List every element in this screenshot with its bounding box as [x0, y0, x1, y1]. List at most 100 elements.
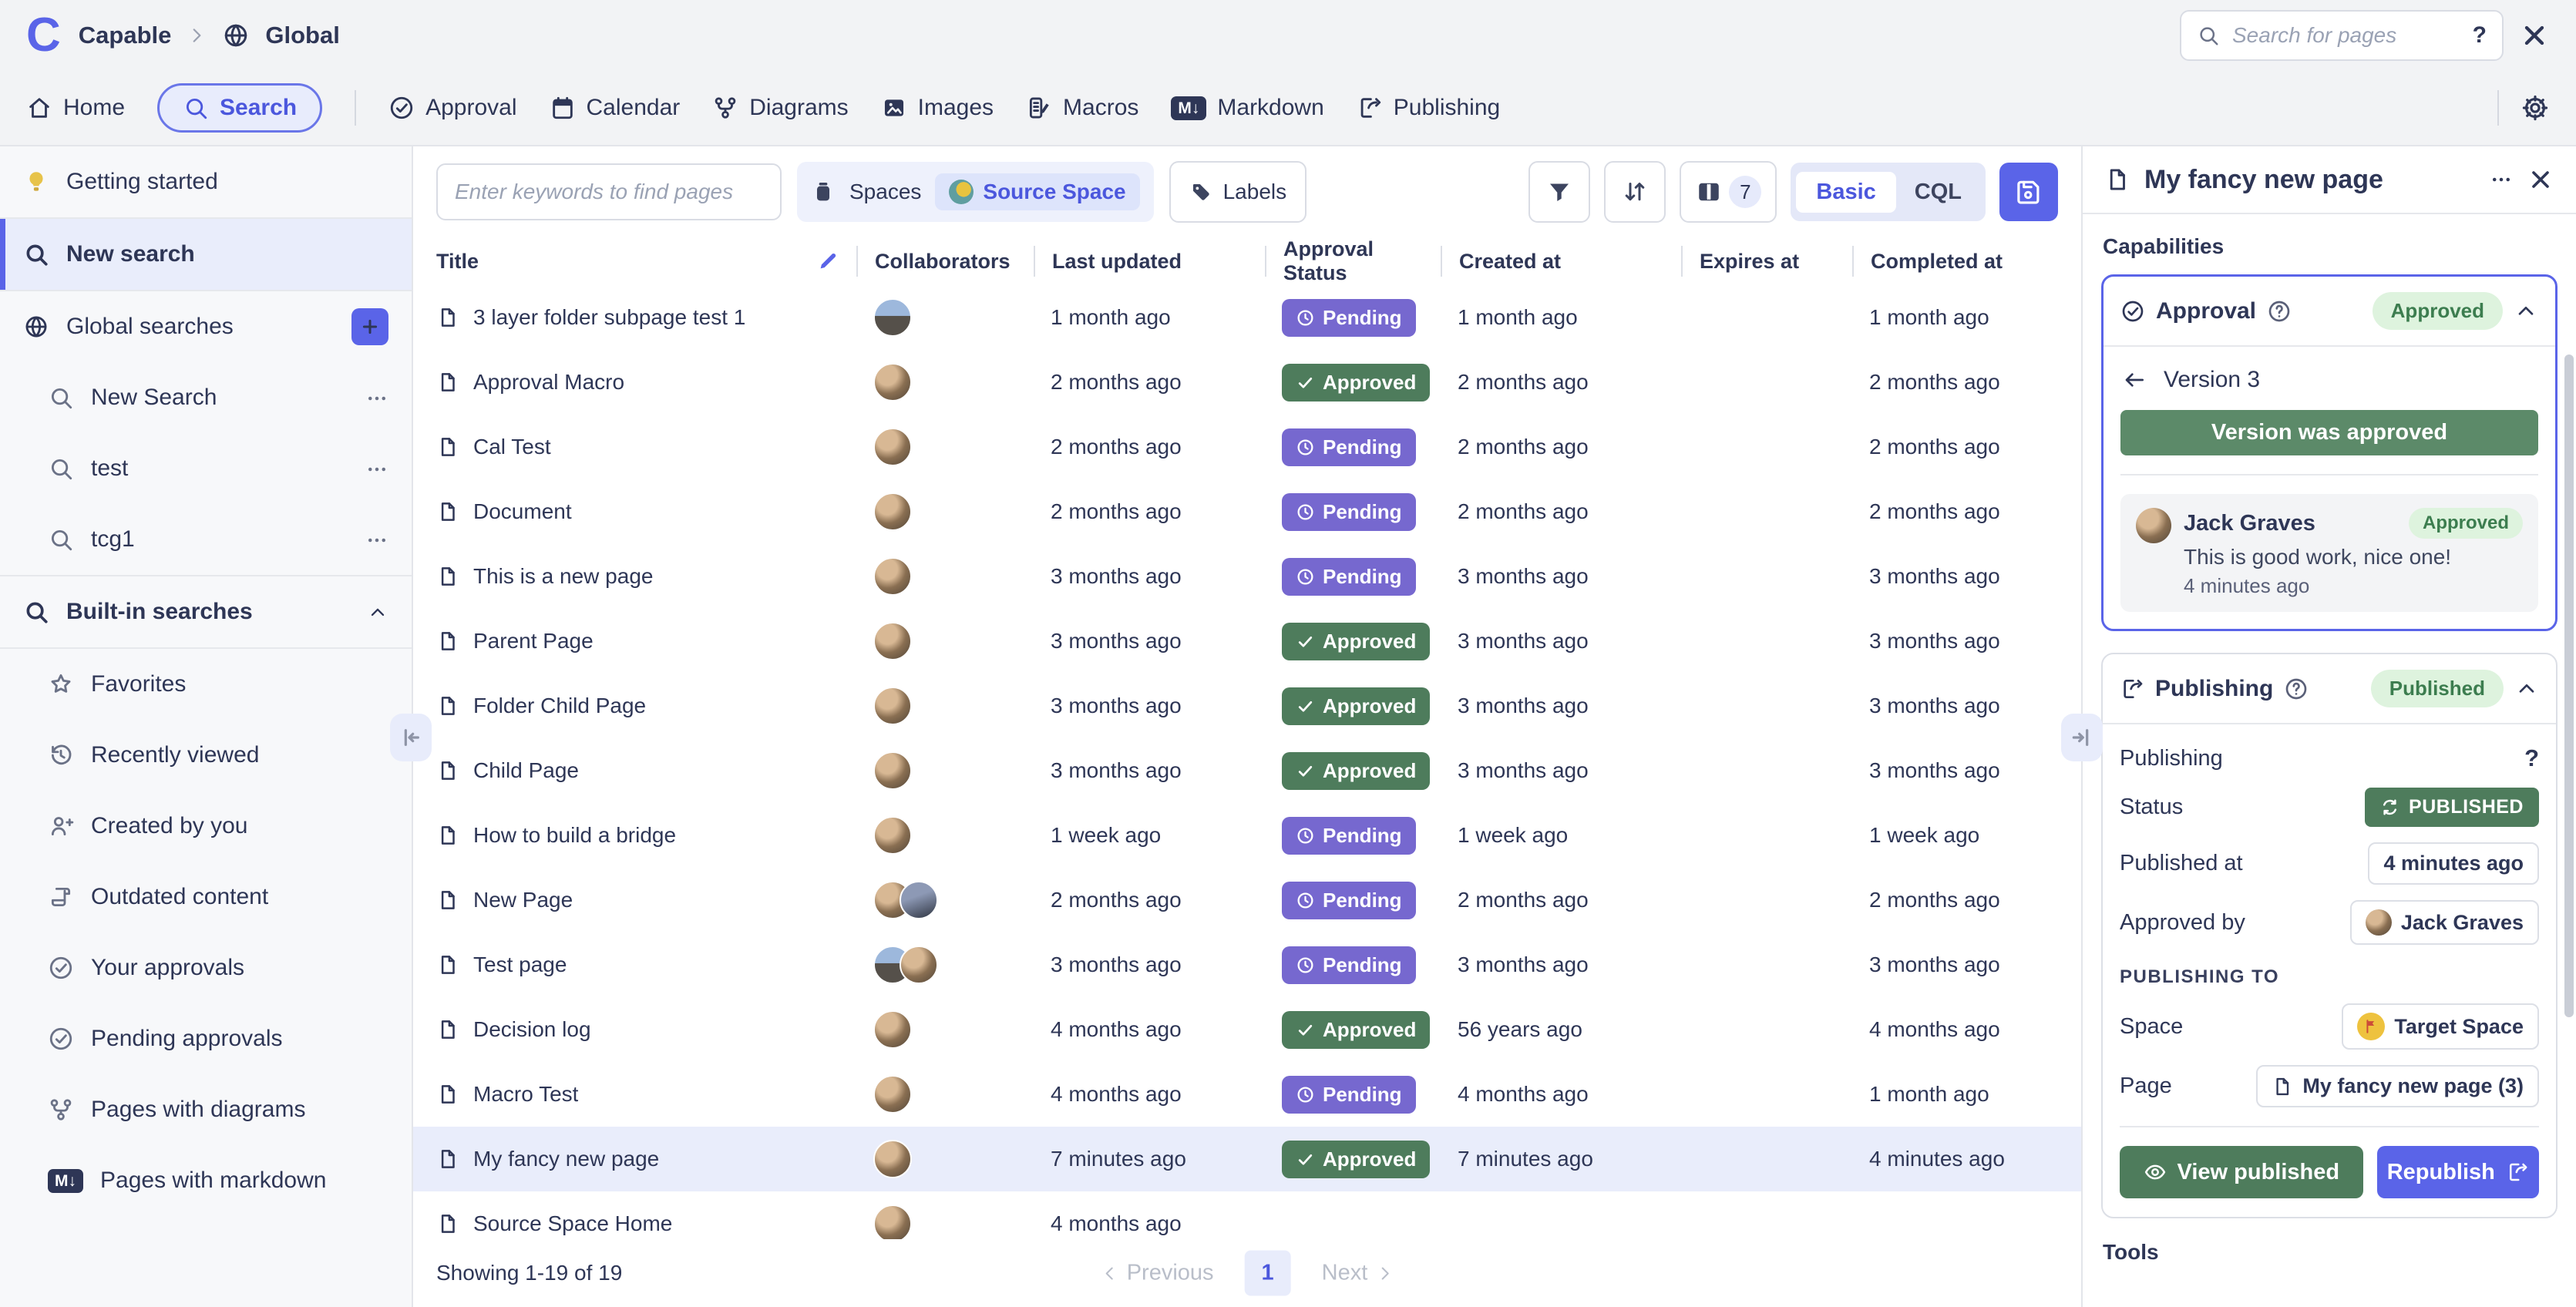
column-header-expires-at[interactable]: Expires at: [1681, 246, 1852, 277]
chevron-up-icon[interactable]: [2514, 677, 2539, 701]
nav-item-search[interactable]: Search: [157, 83, 323, 133]
target-page-chip[interactable]: My fancy new page (3): [2256, 1065, 2539, 1107]
nav-item-markdown[interactable]: M↓ Markdown: [1171, 95, 1324, 121]
tools-label: Tools: [2103, 1240, 2159, 1264]
sidebar-item-your-approvals[interactable]: Your approvals: [0, 932, 412, 1003]
item-menu-button[interactable]: [365, 385, 388, 411]
search-help-hint[interactable]: ?: [2472, 22, 2487, 48]
help-icon[interactable]: [2267, 299, 2292, 324]
view-published-button[interactable]: View published: [2120, 1146, 2363, 1198]
sidebar-item-getting-started[interactable]: Getting started: [0, 146, 412, 217]
next-page-button[interactable]: Next: [1322, 1261, 1394, 1286]
sidebar-item-label: Getting started: [66, 169, 218, 194]
close-panel-icon[interactable]: [2527, 166, 2554, 193]
table-row[interactable]: This is a new page 3 months ago Pending 3 m…: [413, 544, 2081, 609]
search-icon: [51, 388, 72, 409]
table-row[interactable]: How to build a bridge 1 week ago Pending 1 …: [413, 803, 2081, 868]
table-row[interactable]: Macro Test 4 months ago Pending 4 months ag…: [413, 1062, 2081, 1127]
collapse-section-button[interactable]: [367, 599, 388, 625]
sidebar-item-new-search[interactable]: New search: [0, 219, 412, 290]
republish-button[interactable]: Republish: [2376, 1146, 2539, 1198]
approval-card-header[interactable]: Approval Approved: [2104, 277, 2555, 347]
sidebar-item-recently-viewed[interactable]: Recently viewed: [0, 720, 412, 791]
pencil-icon[interactable]: [816, 250, 839, 273]
columns-button[interactable]: 7: [1680, 161, 1777, 223]
breadcrumb-space[interactable]: Global: [265, 22, 340, 49]
column-header-last-updated[interactable]: Last updated: [1034, 246, 1265, 277]
publishing-help[interactable]: ?: [2524, 744, 2539, 771]
keywords-input[interactable]: [436, 163, 782, 220]
table-row[interactable]: Child Page 3 months ago Approved 3 months a…: [413, 738, 2081, 803]
sidebar-item-pages-with-diagrams[interactable]: Pages with diagrams: [0, 1074, 412, 1145]
nav-item-approval[interactable]: Approval: [388, 95, 517, 121]
table-row[interactable]: Approval Macro 2 months ago Approved 2 mont…: [413, 350, 2081, 415]
sidebar-item-test[interactable]: test: [0, 433, 412, 504]
labels-filter-button[interactable]: Labels: [1169, 161, 1307, 223]
publishing-card-header[interactable]: Publishing Published: [2103, 654, 2556, 724]
sidebar-item-tcg1[interactable]: tcg1: [0, 504, 412, 575]
capable-logo[interactable]: C: [26, 8, 61, 62]
nav-item-publishing[interactable]: Publishing: [1357, 95, 1500, 121]
table-row[interactable]: Folder Child Page 3 months ago Approved 3 m…: [413, 674, 2081, 738]
column-header-approval-status[interactable]: Approval Status: [1265, 237, 1441, 284]
global-search-input[interactable]: [2231, 22, 2462, 49]
previous-page-button[interactable]: Previous: [1101, 1261, 1214, 1286]
columns-count-badge: 7: [1729, 176, 1762, 208]
save-search-button[interactable]: [1999, 163, 2058, 221]
help-icon[interactable]: [2284, 677, 2309, 701]
nav-item-calendar[interactable]: Calendar: [550, 95, 680, 121]
gear-icon[interactable]: [2521, 93, 2550, 123]
arrow-left-icon[interactable]: [2122, 368, 2147, 392]
global-search-box[interactable]: ?: [2180, 10, 2504, 61]
column-header-completed-at[interactable]: Completed at: [1852, 246, 2083, 277]
panel-menu-button[interactable]: [2490, 168, 2513, 191]
table-row[interactable]: Source Space Home 4 months ago: [413, 1191, 2081, 1239]
item-menu-button[interactable]: [365, 526, 388, 553]
space-chip-source-space[interactable]: Source Space: [935, 173, 1140, 210]
page-number-current[interactable]: 1: [1244, 1250, 1291, 1296]
table-row[interactable]: 3 layer folder subpage test 1 1 month ago…: [413, 285, 2081, 350]
target-space-chip[interactable]: Target Space: [2342, 1003, 2539, 1050]
table-row[interactable]: Decision log 4 months ago Approved 56 years…: [413, 997, 2081, 1062]
chevron-up-icon[interactable]: [2514, 299, 2538, 324]
add-search-button[interactable]: [351, 308, 388, 345]
refresh-icon: [2383, 799, 2397, 815]
sidebar-section-global-searches[interactable]: Global searches: [0, 291, 412, 362]
collapse-panel-handle[interactable]: [2061, 714, 2103, 761]
published-at-chip[interactable]: 4 minutes ago: [2368, 842, 2539, 885]
table-row[interactable]: Parent Page 3 months ago Approved 3 months …: [413, 609, 2081, 674]
sidebar-item-pages-with-markdown[interactable]: M↓ Pages with markdown: [0, 1145, 412, 1216]
nav-item-macros[interactable]: Macros: [1026, 95, 1138, 121]
nav-divider: [2497, 90, 2499, 126]
sidebar-item-created-by-you[interactable]: Created by you: [0, 791, 412, 862]
sidebar-section-builtin-searches[interactable]: Built-in searches: [0, 576, 412, 647]
close-icon[interactable]: [2519, 20, 2550, 51]
table-row[interactable]: New Page 2 months ago Pending 2 months ago 2…: [413, 868, 2081, 932]
column-header-collaborators[interactable]: Collaborators: [856, 246, 1034, 277]
row-last-updated: 2 months ago: [1051, 888, 1182, 912]
nav-item-home[interactable]: Home: [26, 95, 125, 121]
spaces-filter[interactable]: Spaces Source Space: [797, 162, 1154, 222]
item-menu-button[interactable]: [365, 455, 388, 482]
published-status-chip[interactable]: PUBLISHED: [2365, 788, 2539, 827]
breadcrumb-product[interactable]: Capable: [78, 22, 172, 49]
column-header-title[interactable]: Title: [436, 246, 856, 277]
table-row[interactable]: My fancy new page 7 minutes ago Approved 7 …: [413, 1127, 2081, 1191]
table-row[interactable]: Cal Test 2 months ago Pending 2 months ago 2…: [413, 415, 2081, 479]
filter-button[interactable]: [1528, 161, 1591, 223]
mode-cql-button[interactable]: CQL: [1914, 179, 1962, 204]
sidebar-item-favorites[interactable]: Favorites: [0, 649, 412, 720]
sidebar-item-outdated-content[interactable]: Outdated content: [0, 862, 412, 932]
table-row[interactable]: Test page 3 months ago Pending 3 months ago…: [413, 932, 2081, 997]
panel-scrollbar[interactable]: [2564, 354, 2574, 1017]
nav-item-images[interactable]: Images: [881, 95, 994, 121]
sidebar-item-pending-approvals[interactable]: Pending approvals: [0, 1003, 412, 1074]
mode-basic-button[interactable]: Basic: [1796, 171, 1896, 213]
sidebar-item-new-search[interactable]: New Search: [0, 362, 412, 433]
approved-by-chip[interactable]: Jack Graves: [2349, 900, 2539, 945]
table-row[interactable]: Document 2 months ago Pending 2 months ago 2…: [413, 479, 2081, 544]
sort-button[interactable]: [1604, 161, 1666, 223]
collapse-sidebar-handle[interactable]: [390, 714, 432, 761]
column-header-created-at[interactable]: Created at: [1441, 246, 1681, 277]
nav-item-diagrams[interactable]: Diagrams: [712, 95, 849, 121]
